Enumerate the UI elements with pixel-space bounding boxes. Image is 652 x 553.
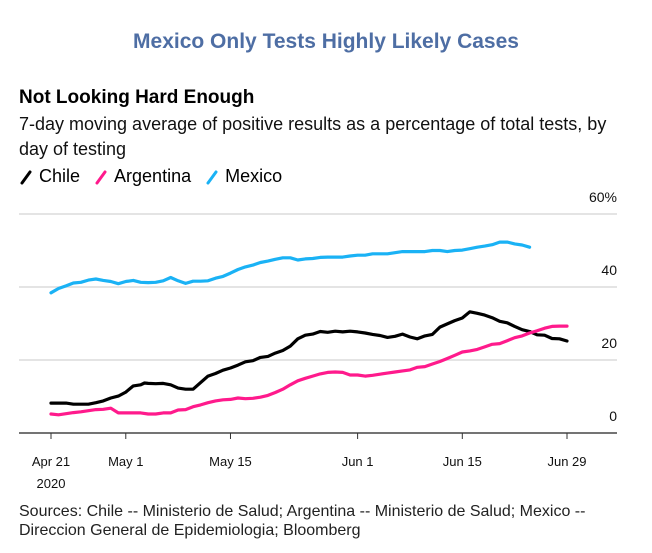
x-tick-label: Jun 15 <box>443 454 482 469</box>
x-tick-sublabel: 2020 <box>37 476 66 491</box>
legend-label-chile: Chile <box>39 166 81 186</box>
y-tick-label: 40 <box>601 262 617 278</box>
source-note: Sources: Chile -- Ministerio de Salud; A… <box>19 503 586 539</box>
legend-label-mexico: Mexico <box>225 166 283 186</box>
series-line-argentina <box>49 324 569 417</box>
x-tick-label: Apr 21 <box>32 454 70 469</box>
x-tick-label: May 1 <box>108 454 143 469</box>
legend-swatch-mexico <box>206 170 218 184</box>
gridlines <box>19 213 617 361</box>
legend-swatch-argentina <box>95 170 107 184</box>
x-tick-label: Jun 1 <box>342 454 374 469</box>
legend-label-argentina: Argentina <box>114 166 192 186</box>
legend-item-argentina: Argentina <box>94 166 191 187</box>
legend-item-mexico: Mexico <box>205 166 282 187</box>
legend-item-chile: Chile <box>19 166 80 187</box>
legend-swatch-chile <box>20 170 32 184</box>
legend: Chile Argentina Mexico <box>19 166 296 187</box>
series-line-chile <box>49 310 569 406</box>
x-tick-label: May 15 <box>209 454 252 469</box>
page-title: Mexico Only Tests Highly Likely Cases <box>133 30 519 53</box>
y-axis-ticks: 0 20 40 60% <box>589 189 617 424</box>
x-axis: Apr 21 2020 May 1 May 15 Jun 1 Jun 15 Jun 29 <box>19 432 617 491</box>
chart-subtitle: 7-day moving average of positive results… <box>19 114 607 159</box>
chart-title: Not Looking Hard Enough <box>19 87 255 108</box>
y-tick-label: 0 <box>609 408 617 424</box>
x-tick-label: Jun 29 <box>547 454 586 469</box>
y-tick-label: 60% <box>589 189 617 205</box>
y-tick-label: 20 <box>601 335 617 351</box>
series-line-mexico <box>49 240 532 295</box>
series-lines <box>49 240 569 417</box>
